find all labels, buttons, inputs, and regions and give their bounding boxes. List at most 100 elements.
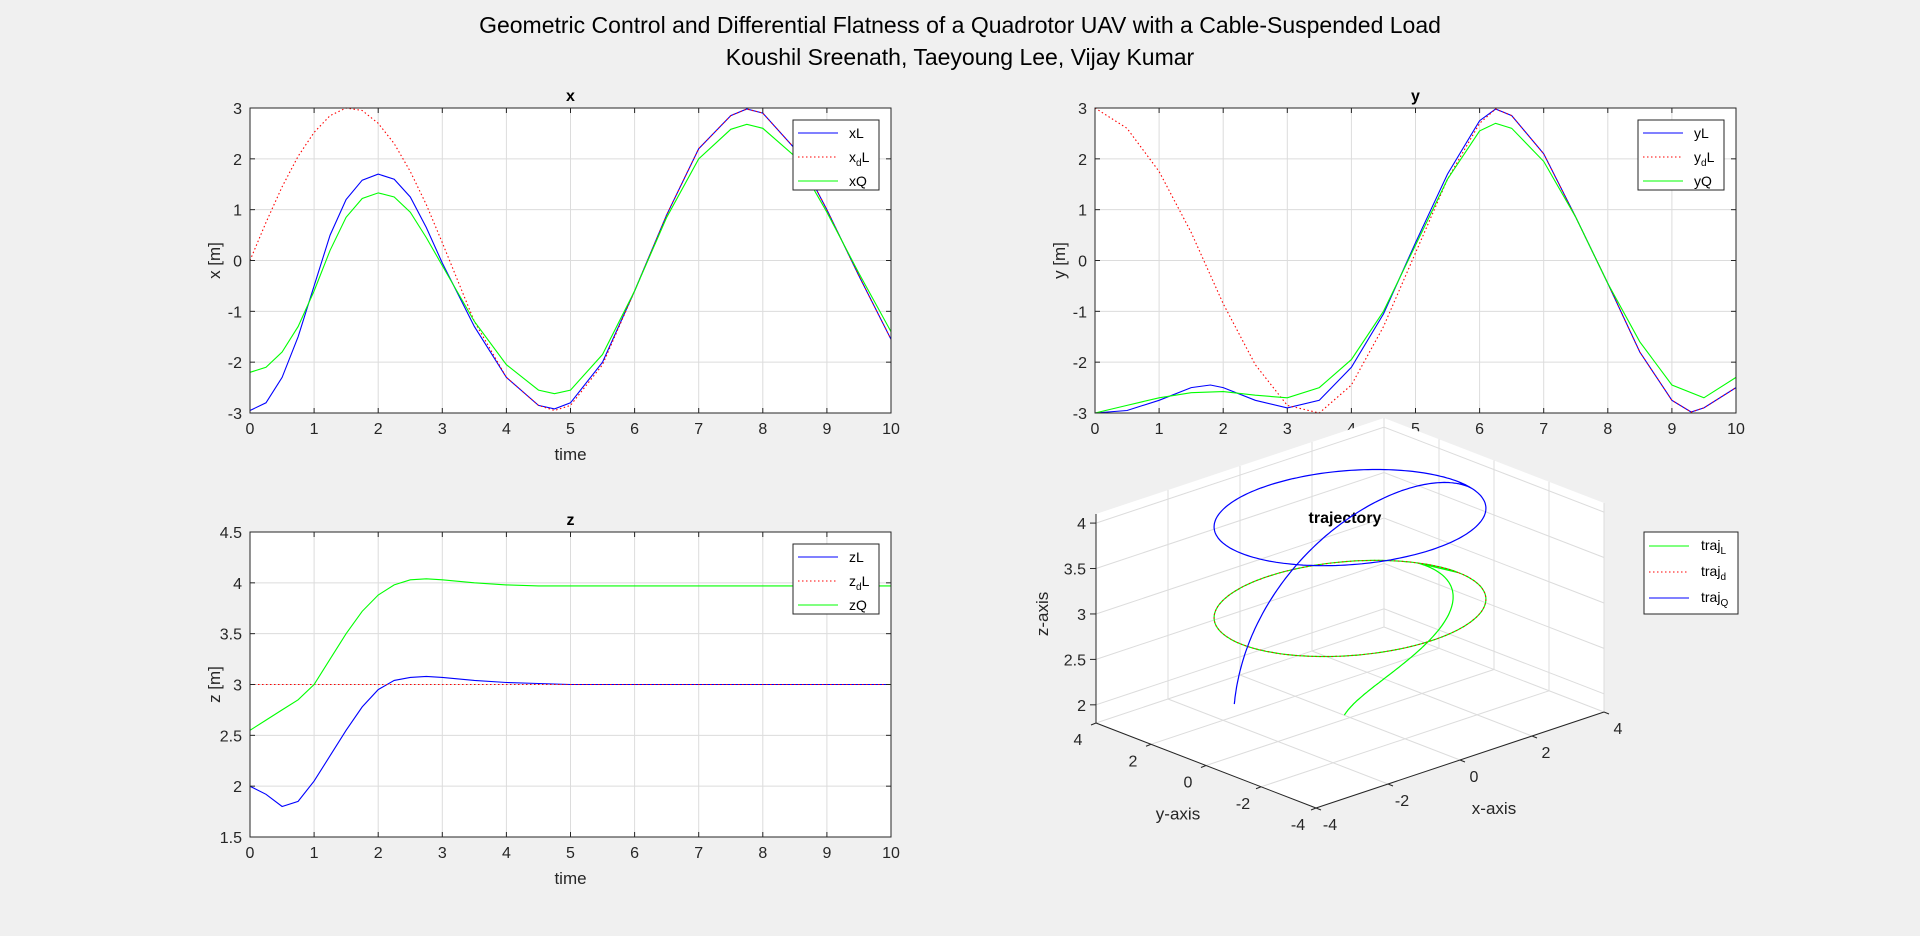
legend-entry-xQ: xQ xyxy=(849,173,867,189)
y-tick-label: -1 xyxy=(228,304,242,321)
x-tick-label: 7 xyxy=(694,845,703,862)
legend-entry-trajQ: trajQ xyxy=(1701,589,1728,609)
x-tick-label: 2 xyxy=(374,845,383,862)
y-tick-label: -1 xyxy=(1073,304,1087,321)
x-tick-label: 2 xyxy=(1542,745,1551,762)
y-tick-label: 1 xyxy=(233,203,242,220)
y-gridline xyxy=(1150,439,1440,745)
legend-entry-yL: yL xyxy=(1694,125,1709,141)
x-tick-label: 1 xyxy=(310,421,319,438)
figure-title-line1: Geometric Control and Differential Flatn… xyxy=(479,12,1441,38)
series-line-ydL xyxy=(1094,107,1737,414)
x-tick-label: 9 xyxy=(822,421,831,438)
legend: xL xdL xQ xyxy=(792,119,880,191)
y-tick-label: 3 xyxy=(233,101,242,118)
x-tick-label: 8 xyxy=(758,421,767,438)
x-tick-label: 7 xyxy=(694,421,703,438)
y-tick-label: -2 xyxy=(1236,796,1250,813)
legend-entry-trajd: trajd xyxy=(1701,563,1726,583)
x-tick-label: 7 xyxy=(1539,421,1548,438)
x-tick-label: 3 xyxy=(438,845,447,862)
x-tick-label: 5 xyxy=(566,845,575,862)
x-tick-label: 9 xyxy=(822,845,831,862)
y-tick-label: -3 xyxy=(228,406,242,423)
x-tick-label: 4 xyxy=(502,421,511,438)
x-tick-label: 4 xyxy=(502,845,511,862)
legend-box xyxy=(792,543,880,615)
y-tick-label: 1.5 xyxy=(220,830,242,847)
x-tick-label: 2 xyxy=(374,421,383,438)
y-tick-mark xyxy=(1255,786,1262,790)
x-tick-label: 5 xyxy=(1411,421,1420,438)
y-tick-label: 2.5 xyxy=(220,728,242,745)
y-tick-label: 3.5 xyxy=(220,627,242,644)
z-gridline xyxy=(1095,608,1605,706)
y-tick-label: -2 xyxy=(228,355,242,372)
x-tick-label: 10 xyxy=(882,845,900,862)
y-tick-mark xyxy=(1310,807,1317,811)
x-tick-label: 1 xyxy=(310,845,319,862)
x-tick-mark xyxy=(1315,807,1322,811)
y-tick-mark xyxy=(1090,722,1097,726)
x-tick-label: 3 xyxy=(438,421,447,438)
figure-title-line2: Koushil Sreenath, Taeyoung Lee, Vijay Ku… xyxy=(726,44,1195,70)
y-gridline xyxy=(1205,460,1495,766)
y-tick-label: 2 xyxy=(1078,152,1087,169)
y-tick-label: -2 xyxy=(1073,355,1087,372)
axes-trajectory: -4 -2 0 2 4 -4 -2 0 2 4 2 2.5 3 3.5 4 x-axis y-axis z-axi… xyxy=(1033,418,1739,834)
x-tick-label: 6 xyxy=(630,845,639,862)
legend-entry-zdL: zdL xyxy=(849,573,870,593)
axes-x: 0 1 2 3 4 5 6 7 8 9 10 -3 -2 -1 0 1 2 3 x time x [m] xL xdL xQ xyxy=(205,88,900,464)
x-tick-label: 0 xyxy=(246,421,255,438)
legend-entry-xL: xL xyxy=(849,125,864,141)
z-axis-label: z-axis xyxy=(1033,592,1052,636)
x-tick-mark xyxy=(1603,711,1610,715)
x-axis-label: time xyxy=(554,445,586,464)
y-axis-label: y-axis xyxy=(1156,805,1200,824)
x-tick-mark xyxy=(1459,759,1466,763)
x-tick-label: 0 xyxy=(1091,421,1100,438)
axes-title: trajectory xyxy=(1309,510,1382,527)
legend-entry-xdL: xdL xyxy=(849,149,870,169)
z-gridline xyxy=(1095,471,1605,569)
z-tick-label: 4 xyxy=(1077,516,1086,533)
y-tick-label: 2 xyxy=(233,152,242,169)
y-tick-mark xyxy=(1200,765,1207,768)
axes-title: z xyxy=(567,512,575,529)
series-line-zQ xyxy=(249,578,891,731)
legend-entry-zL: zL xyxy=(849,549,864,565)
z-gridline xyxy=(1095,562,1605,660)
x-tick-label: 2 xyxy=(1219,421,1228,438)
x-tick-label: 6 xyxy=(630,421,639,438)
x-tick-label: 8 xyxy=(758,845,767,862)
series-line-yQ xyxy=(1094,122,1737,414)
y-tick-label: -3 xyxy=(1073,406,1087,423)
x-tick-label: -4 xyxy=(1323,817,1337,834)
x-tick-label: 10 xyxy=(1727,421,1745,438)
legend-entry-ydL: ydL xyxy=(1694,149,1715,169)
y-tick-label: 0 xyxy=(233,254,242,271)
x-tick-label: 0 xyxy=(1470,769,1479,786)
x-tick-label: 0 xyxy=(246,845,255,862)
x-axis-label: time xyxy=(554,869,586,888)
y-tick-label: 0 xyxy=(1184,775,1193,792)
y-axis-label: z [m] xyxy=(205,666,224,703)
legend-box xyxy=(1637,119,1725,191)
y-tick-label: 1 xyxy=(1078,203,1087,220)
legend: trajL trajd trajQ xyxy=(1643,531,1739,615)
x-tick-mark xyxy=(1387,783,1394,787)
series-line-xQ xyxy=(249,123,892,395)
y-tick-mark xyxy=(1145,743,1152,747)
x-tick-label: 10 xyxy=(882,421,900,438)
z-tick-label: 3.5 xyxy=(1064,562,1086,579)
x-tick-label: 9 xyxy=(1667,421,1676,438)
y-axis-label: x [m] xyxy=(205,242,224,279)
z-tick-label: 2 xyxy=(1077,698,1086,715)
x-tick-mark xyxy=(1531,735,1538,739)
y-tick-label: 3 xyxy=(233,678,242,695)
x-tick-label: 5 xyxy=(566,421,575,438)
y-tick-label: 4 xyxy=(1074,732,1083,749)
